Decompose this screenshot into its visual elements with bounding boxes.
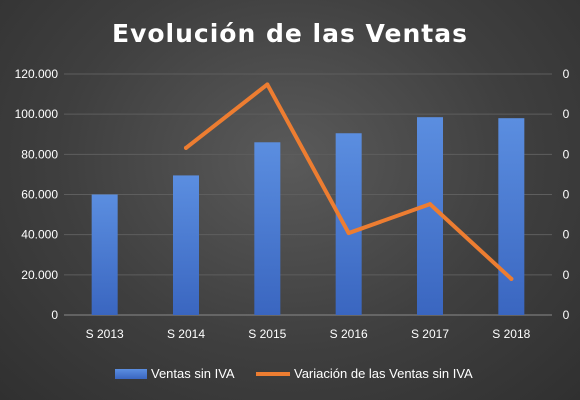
x-tick-label: S 2014 [167,327,205,341]
x-tick-label: S 2015 [248,327,286,341]
line-point [509,276,514,281]
y2-tick-label: 0 [563,188,570,202]
bar-series [91,117,525,315]
y-tick-label: 60.000 [21,188,58,202]
bar [173,175,199,315]
y-tick-label: 0 [51,308,58,322]
y2-tick-label: 0 [563,268,570,282]
line-series [184,82,514,281]
line-point [265,82,270,87]
y-tick-label: 120.000 [15,67,59,81]
x-tick-label: S 2013 [86,327,124,341]
legend-swatch-bars [115,369,147,379]
gridlines [64,73,552,316]
y-tick-label: 80.000 [21,147,58,161]
y-tick-label: 20.000 [21,268,58,282]
y-axis-left: 0 20.000 40.000 60.000 80.000 100.000 120.000 [15,67,59,322]
x-tick-label: S 2016 [330,327,368,341]
y2-tick-label: 0 [563,147,570,161]
bar [91,194,118,315]
line-point [184,145,188,150]
y2-tick-label: 0 [563,67,570,81]
x-tick-label: S 2017 [411,327,449,341]
legend: Ventas sin IVA Variación de las Ventas s… [115,366,473,381]
bar [498,118,525,315]
chart-title: Evolución de las Ventas [112,19,468,48]
x-tick-label: S 2018 [492,327,530,341]
legend-label-bars: Ventas sin IVA [151,366,235,381]
bar [335,133,362,315]
y-tick-label: 100.000 [15,107,59,121]
y2-tick-label: 0 [563,107,570,121]
bar [254,142,281,315]
y-tick-label: 40.000 [21,228,58,242]
y2-tick-label: 0 [563,308,570,322]
legend-label-line: Variación de las Ventas sin IVA [294,366,473,381]
line-point [428,202,432,207]
y2-tick-label: 0 [563,228,570,242]
y-axis-right: 0 0 0 0 0 0 0 [563,67,570,322]
x-axis: S 2013 S 2014 S 2015 S 2016 S 2017 S 2018 [86,327,531,341]
line-point [346,231,351,236]
bar [417,117,443,315]
